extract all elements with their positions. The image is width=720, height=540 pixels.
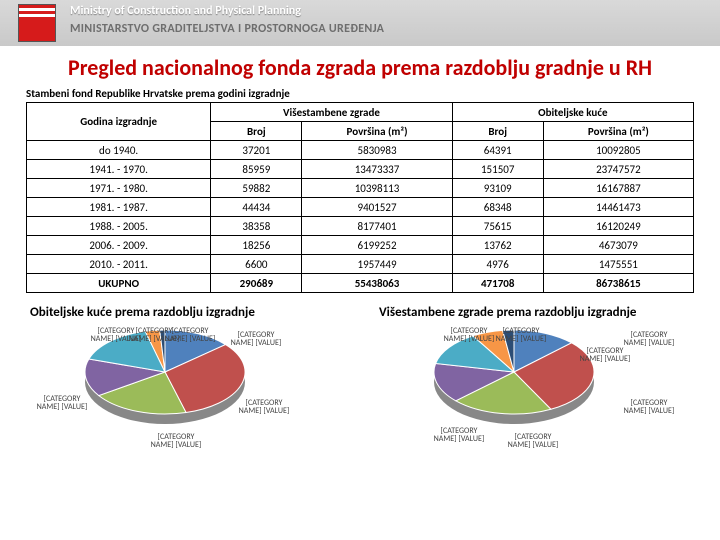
sub-area-2: Površina (m²) bbox=[543, 122, 693, 141]
header-row-1: Godina izgradnje Višestambene zgrade Obi… bbox=[27, 103, 694, 122]
cell-value: 10398113 bbox=[302, 179, 452, 198]
sub-broj-1: Broj bbox=[211, 122, 302, 141]
cell-value: 6600 bbox=[211, 255, 302, 274]
cell-value: 16167887 bbox=[543, 179, 693, 198]
cell-value: 18256 bbox=[211, 236, 302, 255]
table-row: 1981. - 1987.4443494015276834814461473 bbox=[27, 198, 694, 217]
chart-family-title: Obiteljske kuće prema razdoblju izgradnj… bbox=[30, 305, 351, 320]
charts-row: Obiteljske kuće prema razdoblju izgradnj… bbox=[20, 305, 700, 436]
cell-value: 44434 bbox=[211, 198, 302, 217]
cell-value: 14461473 bbox=[543, 198, 693, 217]
col-year: Godina izgradnje bbox=[27, 103, 211, 141]
cell-value: 10092805 bbox=[543, 141, 693, 160]
total-3: 86738615 bbox=[543, 274, 693, 293]
ministry-name-en: Ministry of Construction and Physical Pl… bbox=[70, 4, 301, 18]
chart-label: [CATEGORY NAME] [VALUE] bbox=[579, 347, 631, 364]
total-0: 290689 bbox=[211, 274, 302, 293]
cell-period: 1988. - 2005. bbox=[27, 217, 211, 236]
table-row: 2010. - 2011.6600195744949761475551 bbox=[27, 255, 694, 274]
cell-period: 1941. - 1970. bbox=[27, 160, 211, 179]
cell-value: 23747572 bbox=[543, 160, 693, 179]
chart-label: [CATEGORY NAME] [VALUE] bbox=[238, 399, 290, 416]
chart-multi-title: Višestambene zgrade prema razdoblju izgr… bbox=[379, 305, 700, 320]
coat-of-arms-icon bbox=[18, 4, 56, 42]
data-table: Godina izgradnje Višestambene zgrade Obi… bbox=[26, 102, 694, 293]
chart-label: [CATEGORY NAME] [VALUE] bbox=[507, 433, 559, 450]
cell-value: 151507 bbox=[452, 160, 543, 179]
cell-value: 38358 bbox=[211, 217, 302, 236]
chart-label: [CATEGORY NAME] [VALUE] bbox=[495, 327, 547, 344]
chart-label: [CATEGORY NAME] [VALUE] bbox=[623, 331, 675, 348]
table-row: 2006. - 2009.182566199252137624673079 bbox=[27, 236, 694, 255]
cell-value: 85959 bbox=[211, 160, 302, 179]
cell-value: 4976 bbox=[452, 255, 543, 274]
col-multi: Višestambene zgrade bbox=[211, 103, 452, 122]
cell-value: 1475551 bbox=[543, 255, 693, 274]
cell-value: 13762 bbox=[452, 236, 543, 255]
cell-value: 13473337 bbox=[302, 160, 452, 179]
cell-period: 2006. - 2009. bbox=[27, 236, 211, 255]
table-row: 1971. - 1980.59882103981139310916167887 bbox=[27, 179, 694, 198]
table-container: Stambeni fond Republike Hrvatske prema g… bbox=[26, 87, 694, 293]
total-2: 471708 bbox=[452, 274, 543, 293]
chart-label: [CATEGORY NAME] [VALUE] bbox=[230, 331, 282, 348]
table-row: 1941. - 1970.859591347333715150723747572 bbox=[27, 160, 694, 179]
cell-value: 8177401 bbox=[302, 217, 452, 236]
cell-value: 93109 bbox=[452, 179, 543, 198]
total-label: UKUPNO bbox=[27, 274, 211, 293]
header-bar: Ministry of Construction and Physical Pl… bbox=[0, 0, 720, 46]
cell-value: 5830983 bbox=[302, 141, 452, 160]
total-1: 55438063 bbox=[302, 274, 452, 293]
cell-value: 37201 bbox=[211, 141, 302, 160]
chart-multi: Višestambene zgrade prema razdoblju izgr… bbox=[369, 305, 700, 436]
cell-period: 2010. - 2011. bbox=[27, 255, 211, 274]
cell-value: 75615 bbox=[452, 217, 543, 236]
cell-period: 1971. - 1980. bbox=[27, 179, 211, 198]
total-row: UKUPNO 290689 55438063 471708 86738615 bbox=[27, 274, 694, 293]
cell-value: 16120249 bbox=[543, 217, 693, 236]
chart-label: [CATEGORY NAME] [VALUE] bbox=[623, 399, 675, 416]
cell-value: 64391 bbox=[452, 141, 543, 160]
table-row: 1988. - 2005.3835881774017561516120249 bbox=[27, 217, 694, 236]
cell-period: do 1940. bbox=[27, 141, 211, 160]
cell-period: 1981. - 1987. bbox=[27, 198, 211, 217]
page-title: Pregled nacionalnog fonda zgrada prema r… bbox=[0, 54, 720, 81]
cell-value: 59882 bbox=[211, 179, 302, 198]
chart-family: Obiteljske kuće prema razdoblju izgradnj… bbox=[20, 305, 351, 436]
cell-value: 6199252 bbox=[302, 236, 452, 255]
cell-value: 68348 bbox=[452, 198, 543, 217]
chart-label: [CATEGORY NAME] [VALUE] bbox=[433, 427, 485, 444]
table-row: do 1940.3720158309836439110092805 bbox=[27, 141, 694, 160]
cell-value: 9401527 bbox=[302, 198, 452, 217]
sub-broj-2: Broj bbox=[452, 122, 543, 141]
ministry-name-hr: MINISTARSTVO GRADITELJSTVA I PROSTORNOGA… bbox=[70, 22, 384, 36]
table-caption: Stambeni fond Republike Hrvatske prema g… bbox=[26, 87, 694, 100]
chart-label: [CATEGORY NAME] [VALUE] bbox=[164, 327, 216, 344]
cell-value: 1957449 bbox=[302, 255, 452, 274]
sub-area-1: Površina (m²) bbox=[302, 122, 452, 141]
chart-label: [CATEGORY NAME] [VALUE] bbox=[36, 395, 88, 412]
col-family: Obiteljske kuće bbox=[452, 103, 693, 122]
chart-label: [CATEGORY NAME] [VALUE] bbox=[150, 433, 202, 450]
chart-label: [CATEGORY NAME] [VALUE] bbox=[443, 327, 495, 344]
cell-value: 4673079 bbox=[543, 236, 693, 255]
